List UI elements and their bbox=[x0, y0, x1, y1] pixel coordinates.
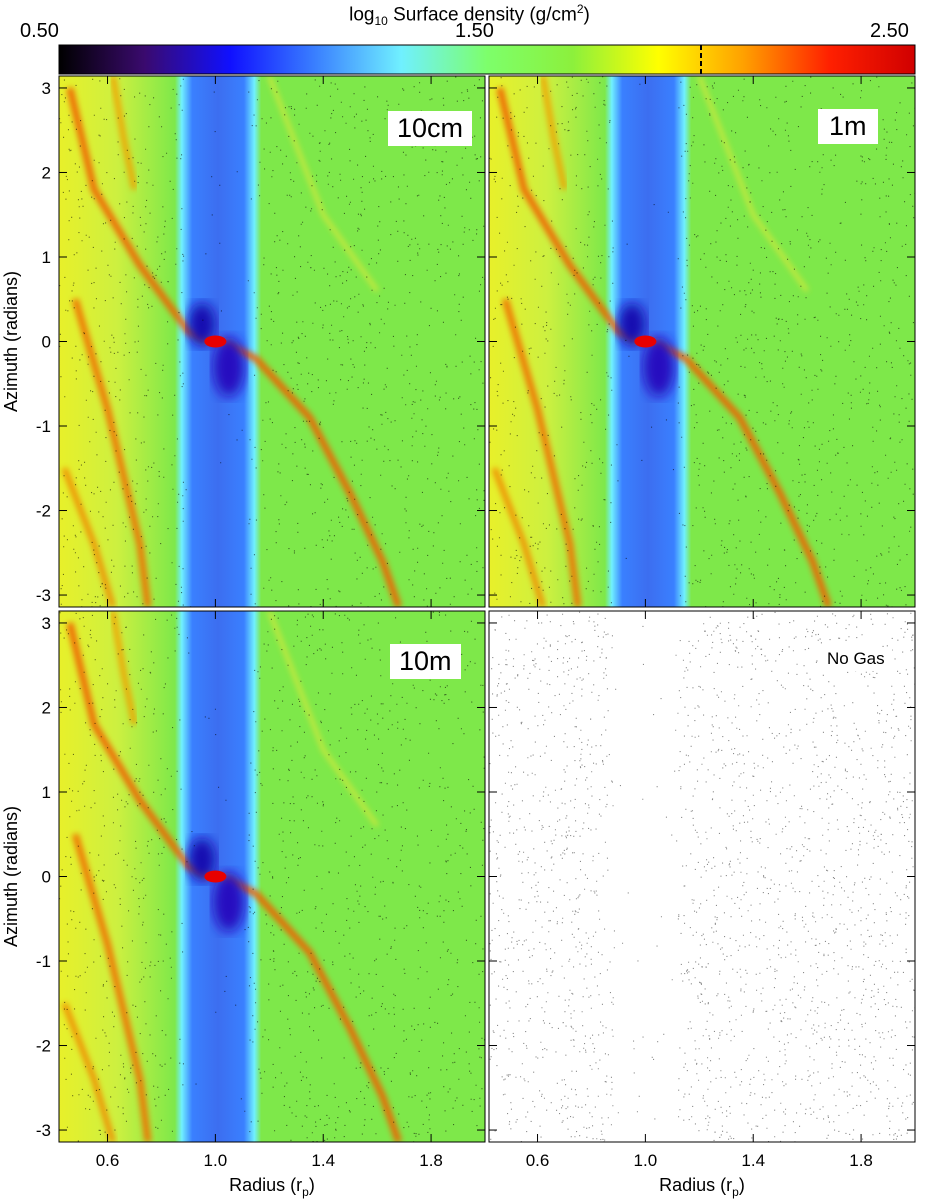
y-tick-label: 2 bbox=[42, 698, 51, 717]
spiral-arm bbox=[109, 76, 138, 191]
y-axis-label: Azimuth (radians) bbox=[1, 806, 21, 947]
inner-disc bbox=[59, 611, 175, 1142]
no-gas-background bbox=[489, 611, 915, 1142]
inner-disc bbox=[489, 76, 605, 607]
circumplanetary-lobe bbox=[187, 302, 216, 347]
planet bbox=[204, 335, 227, 348]
y-tick-label: 1 bbox=[42, 248, 51, 267]
spiral-arm bbox=[71, 833, 152, 1142]
y-tick-label: 1 bbox=[42, 783, 51, 802]
y-axis-label: Azimuth (radians) bbox=[1, 271, 21, 412]
panel-3 bbox=[59, 611, 485, 1142]
spiral-arm bbox=[219, 873, 402, 1142]
x-tick-label: 1.4 bbox=[741, 1151, 765, 1170]
y-tick-label: -1 bbox=[36, 952, 51, 971]
spiral-arm bbox=[267, 611, 379, 827]
x-tick-label: 0.6 bbox=[526, 1151, 550, 1170]
spiral-arm bbox=[219, 338, 402, 607]
y-tick-label: 3 bbox=[42, 614, 51, 633]
y-tick-label: -2 bbox=[36, 1037, 51, 1056]
x-tick-label: 1.8 bbox=[419, 1151, 443, 1170]
panels bbox=[59, 76, 915, 1142]
circumplanetary-lobe bbox=[212, 871, 245, 932]
spiral-arm bbox=[501, 298, 582, 607]
y-tick-label: 0 bbox=[42, 868, 51, 887]
x-axis-label: Radius (rp) bbox=[659, 1175, 745, 1199]
spiral-arm bbox=[71, 298, 152, 607]
planet bbox=[634, 335, 657, 348]
colorbar-title: log10 Surface density (g/cm2) bbox=[349, 2, 590, 29]
y-tick-label: 3 bbox=[42, 79, 51, 98]
panel-4 bbox=[489, 611, 915, 1142]
particle-field bbox=[59, 611, 485, 1142]
circumplanetary-lobe bbox=[617, 302, 646, 347]
spiral-arm bbox=[649, 338, 832, 607]
y-tick-label: -1 bbox=[36, 417, 51, 436]
axes: -3 -2 -1 0 1 2 3 Azimuth (radians) -3 -2 -1 0 1 2 3 0.6… bbox=[1, 75, 916, 1199]
y-tick-label: -3 bbox=[36, 1121, 51, 1140]
x-tick-label: 1.4 bbox=[311, 1151, 335, 1170]
panel-label-10m: 10m bbox=[390, 644, 461, 679]
x-axis-label: Radius (rp) bbox=[229, 1175, 315, 1199]
colorbar-mid-label: 1.50 bbox=[455, 20, 494, 42]
colorbar-min-label: 0.50 bbox=[20, 20, 59, 42]
spiral-arm bbox=[491, 467, 546, 607]
planet bbox=[204, 870, 227, 883]
circumplanetary-lobe bbox=[187, 837, 216, 882]
particles bbox=[59, 611, 485, 1142]
spiral-arm bbox=[109, 611, 138, 726]
x-tick-label: 1.0 bbox=[634, 1151, 658, 1170]
circumplanetary-lobe bbox=[212, 336, 245, 397]
y-tick-label: 2 bbox=[42, 163, 51, 182]
inner-disc bbox=[59, 76, 175, 607]
panel-label-10cm: 10cm bbox=[388, 111, 473, 146]
panel-label-1m: 1m bbox=[818, 109, 878, 144]
spiral-arm bbox=[539, 76, 568, 191]
y-tick-label: -3 bbox=[36, 586, 51, 605]
panel-1 bbox=[59, 76, 485, 607]
panel-label-no-gas: No Gas bbox=[820, 647, 892, 671]
spiral-arm bbox=[267, 76, 379, 292]
panel-2 bbox=[489, 76, 915, 607]
x-tick-label: 1.0 bbox=[204, 1151, 228, 1170]
y-tick-label: 0 bbox=[42, 333, 51, 352]
circumplanetary-lobe bbox=[642, 336, 675, 397]
y-tick-label: -2 bbox=[36, 502, 51, 521]
spiral-arm bbox=[697, 76, 809, 292]
x-tick-label: 0.6 bbox=[96, 1151, 120, 1170]
colorbar-max-label: 2.50 bbox=[870, 20, 909, 42]
colorbar bbox=[58, 44, 916, 75]
x-tick-label: 1.8 bbox=[849, 1151, 873, 1170]
spiral-arm bbox=[61, 1002, 116, 1142]
spiral-arm bbox=[61, 467, 116, 607]
